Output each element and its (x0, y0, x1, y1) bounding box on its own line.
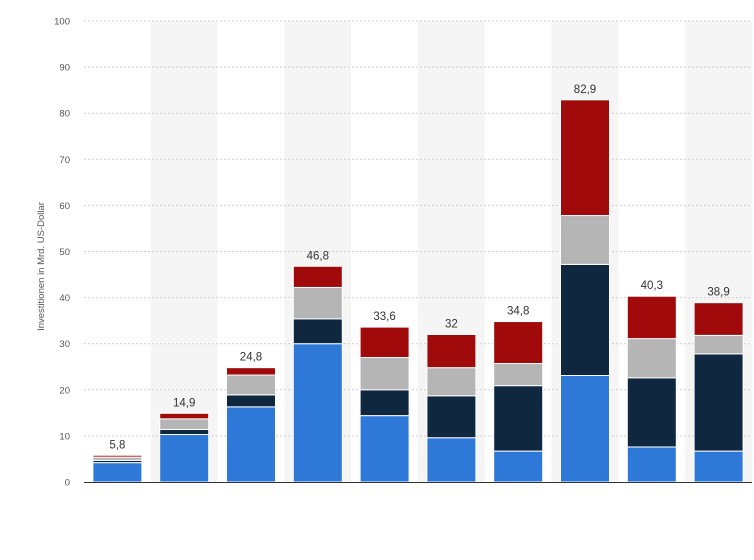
bar-segment (560, 99, 610, 217)
bar-total-label: 34,8 (507, 306, 529, 318)
y-tick-label: 60 (59, 201, 70, 212)
bar-segment (426, 437, 477, 483)
bar-total-label: 82,9 (574, 84, 596, 96)
bar-segment (426, 333, 477, 369)
bar-total-label: 24,8 (240, 352, 262, 364)
bar-segment (693, 334, 744, 355)
bar-segment (359, 389, 410, 417)
bar-total-label: 46,8 (307, 250, 329, 262)
total-labels: 5,8 14,9 24,8 46,8 33,6 32 34,8 82,9 40,3 38,9 (109, 84, 729, 451)
bar-total-label: 40,3 (641, 280, 663, 292)
bar-segment (426, 395, 477, 439)
bar-segment (226, 394, 276, 408)
y-tick-label: 100 (54, 17, 70, 28)
bar-segment (560, 375, 610, 483)
bar-segment (493, 363, 544, 387)
y-axis-label: Investitionen in Mrd. US-Dollar (36, 202, 47, 331)
bar-segment (560, 263, 610, 377)
bar-segment (493, 450, 544, 483)
bar-segment (226, 374, 276, 396)
bar-segment (226, 406, 276, 483)
bar-total-label: 5,8 (109, 439, 125, 451)
bar-segment (159, 428, 210, 436)
bar-segment (292, 318, 343, 345)
bar-segment (493, 321, 544, 365)
bar-segment (493, 385, 544, 452)
bar-segment (159, 434, 210, 483)
y-tick-label: 10 (59, 431, 70, 442)
bar-segment (292, 265, 343, 288)
y-tick-label: 50 (59, 247, 70, 258)
bar-segment (92, 454, 143, 458)
bar-segment (626, 446, 677, 483)
y-tick-label: 0 (65, 478, 70, 489)
bar-segment (159, 418, 210, 430)
bar-segment (693, 353, 744, 452)
bar-segment (159, 412, 210, 420)
bar-segment (426, 367, 477, 397)
y-tick-label: 90 (59, 63, 70, 74)
y-tick-label: 70 (59, 155, 70, 166)
bar-total-label: 33,6 (373, 311, 395, 323)
bar-total-label: 38,9 (707, 287, 729, 299)
y-tick-label: 30 (59, 339, 70, 350)
bar-segment (626, 338, 677, 379)
bar-segment (626, 377, 677, 448)
y-axis-ticks: 0 10 20 30 40 50 60 70 80 90 100 (54, 17, 70, 489)
bar-segment (560, 215, 610, 265)
bar-segment (292, 343, 343, 483)
bar-segment (226, 367, 276, 376)
bar-segment (359, 357, 410, 391)
bar-total-label: 14,9 (173, 397, 195, 409)
bar-segment (292, 286, 343, 320)
bar-segment (359, 326, 410, 359)
bar-segment (693, 302, 744, 336)
y-tick-label: 20 (59, 385, 70, 396)
y-tick-label: 80 (59, 109, 70, 120)
bar-segment (626, 295, 677, 340)
bar-segment (693, 450, 744, 483)
bar-segment (92, 462, 143, 483)
y-tick-label: 40 (59, 293, 70, 304)
bar-total-label: 32 (445, 318, 458, 330)
bar-segment (359, 415, 410, 483)
